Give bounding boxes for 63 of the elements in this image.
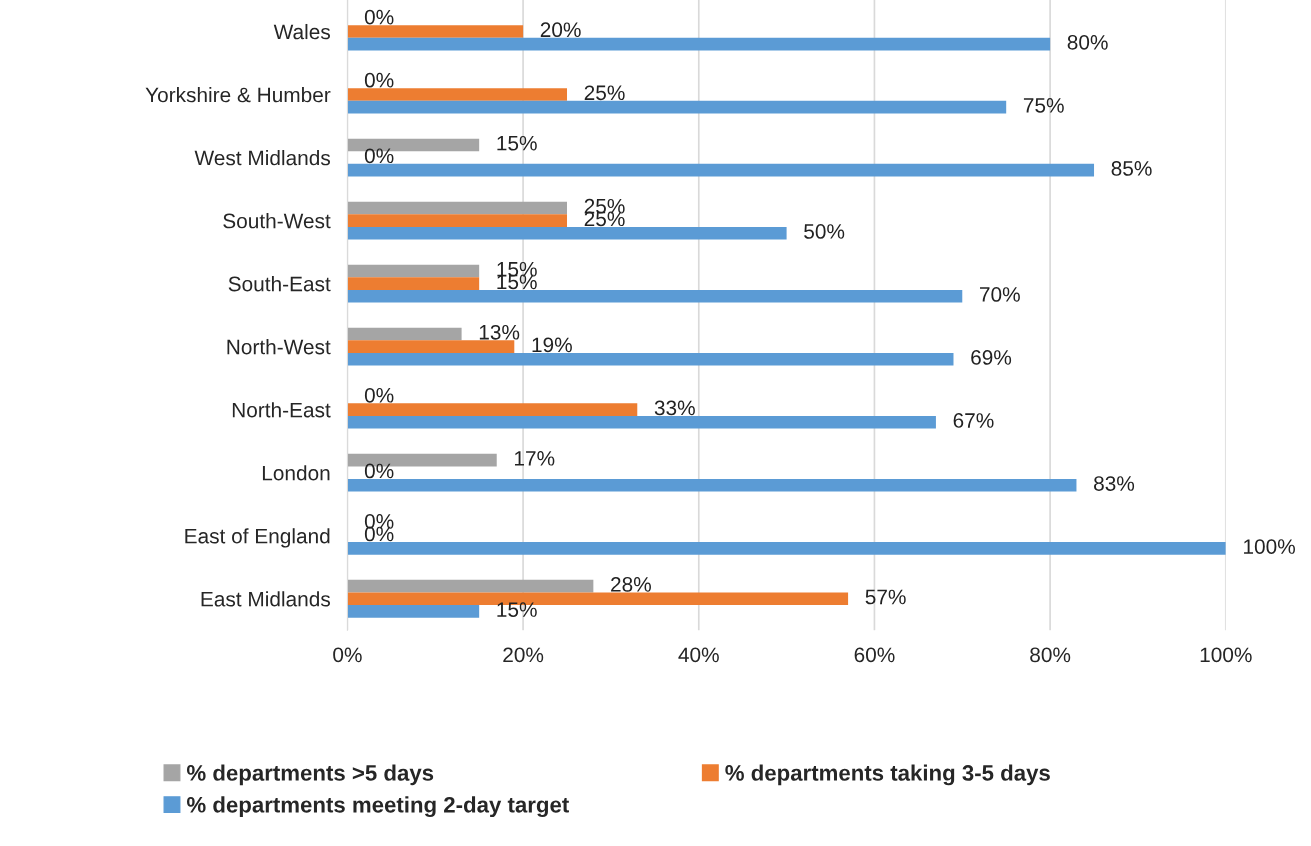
bar xyxy=(347,415,936,429)
y-tick-label: North-East xyxy=(232,402,331,418)
bar xyxy=(347,100,1007,114)
data-label: 0% xyxy=(364,463,394,479)
data-label: 19% xyxy=(532,337,572,353)
bar xyxy=(347,327,462,341)
data-label: 69% xyxy=(971,350,1012,365)
bar xyxy=(347,264,480,278)
y-tick-label: West Midlands xyxy=(194,150,330,166)
bar xyxy=(347,163,1095,177)
data-label: 80% xyxy=(1067,34,1108,50)
bar xyxy=(347,289,963,303)
data-label: 0% xyxy=(364,148,394,164)
bar xyxy=(347,226,787,240)
bar xyxy=(347,479,1077,492)
y-tick-label: South-East xyxy=(228,276,331,292)
bar xyxy=(347,201,568,215)
data-label: 85% xyxy=(1111,161,1152,176)
y-tick-label: South-West xyxy=(223,213,331,229)
y-tick-label: London xyxy=(262,465,330,481)
data-label: 75% xyxy=(1023,98,1064,113)
data-label: 25% xyxy=(584,85,625,101)
data-label: 100% xyxy=(1244,539,1295,554)
x-tick-label: 100% xyxy=(1200,647,1252,663)
legend-label: % departments >5 days xyxy=(186,764,434,786)
data-label: 28% xyxy=(611,576,651,592)
data-label: 13% xyxy=(479,324,520,340)
y-tick-label: East of England xyxy=(185,528,330,548)
legend-label: % departments taking 3-5 days xyxy=(725,764,1050,786)
data-label: 50% xyxy=(804,224,845,239)
data-label: 20% xyxy=(540,22,581,38)
bar xyxy=(347,25,524,38)
data-label: 70% xyxy=(980,287,1020,302)
bar xyxy=(347,277,480,290)
bar xyxy=(347,542,1226,555)
data-label: 67% xyxy=(953,413,994,428)
x-tick-label: 60% xyxy=(854,647,895,663)
x-tick-label: 40% xyxy=(678,647,719,663)
y-tick-label: North-West xyxy=(227,339,331,355)
data-label: 17% xyxy=(514,451,555,466)
bar xyxy=(347,605,480,618)
bar xyxy=(347,88,568,101)
data-label: 0% xyxy=(364,387,394,403)
bar xyxy=(347,37,1051,51)
bar xyxy=(347,352,954,366)
y-tick-label: Wales xyxy=(273,23,330,40)
data-label: 15% xyxy=(497,602,537,617)
bar xyxy=(347,214,568,227)
bar xyxy=(347,340,515,353)
legend-label: % departments meeting 2-day target xyxy=(186,796,569,818)
data-label: 15% xyxy=(497,135,537,151)
x-tick-label: 20% xyxy=(503,647,544,663)
data-label: 83% xyxy=(1094,476,1135,491)
y-tick-label: Yorkshire & Humber xyxy=(145,86,331,103)
data-label: 0% xyxy=(364,72,394,88)
y-tick-label: East Midlands xyxy=(201,591,330,607)
data-label: 33% xyxy=(654,400,695,416)
data-label: 0% xyxy=(364,9,394,25)
x-tick-label: 80% xyxy=(1030,647,1071,663)
data-label: 57% xyxy=(865,589,906,605)
x-tick-label: 0% xyxy=(333,647,362,663)
bar xyxy=(347,579,594,593)
bar xyxy=(347,403,638,416)
